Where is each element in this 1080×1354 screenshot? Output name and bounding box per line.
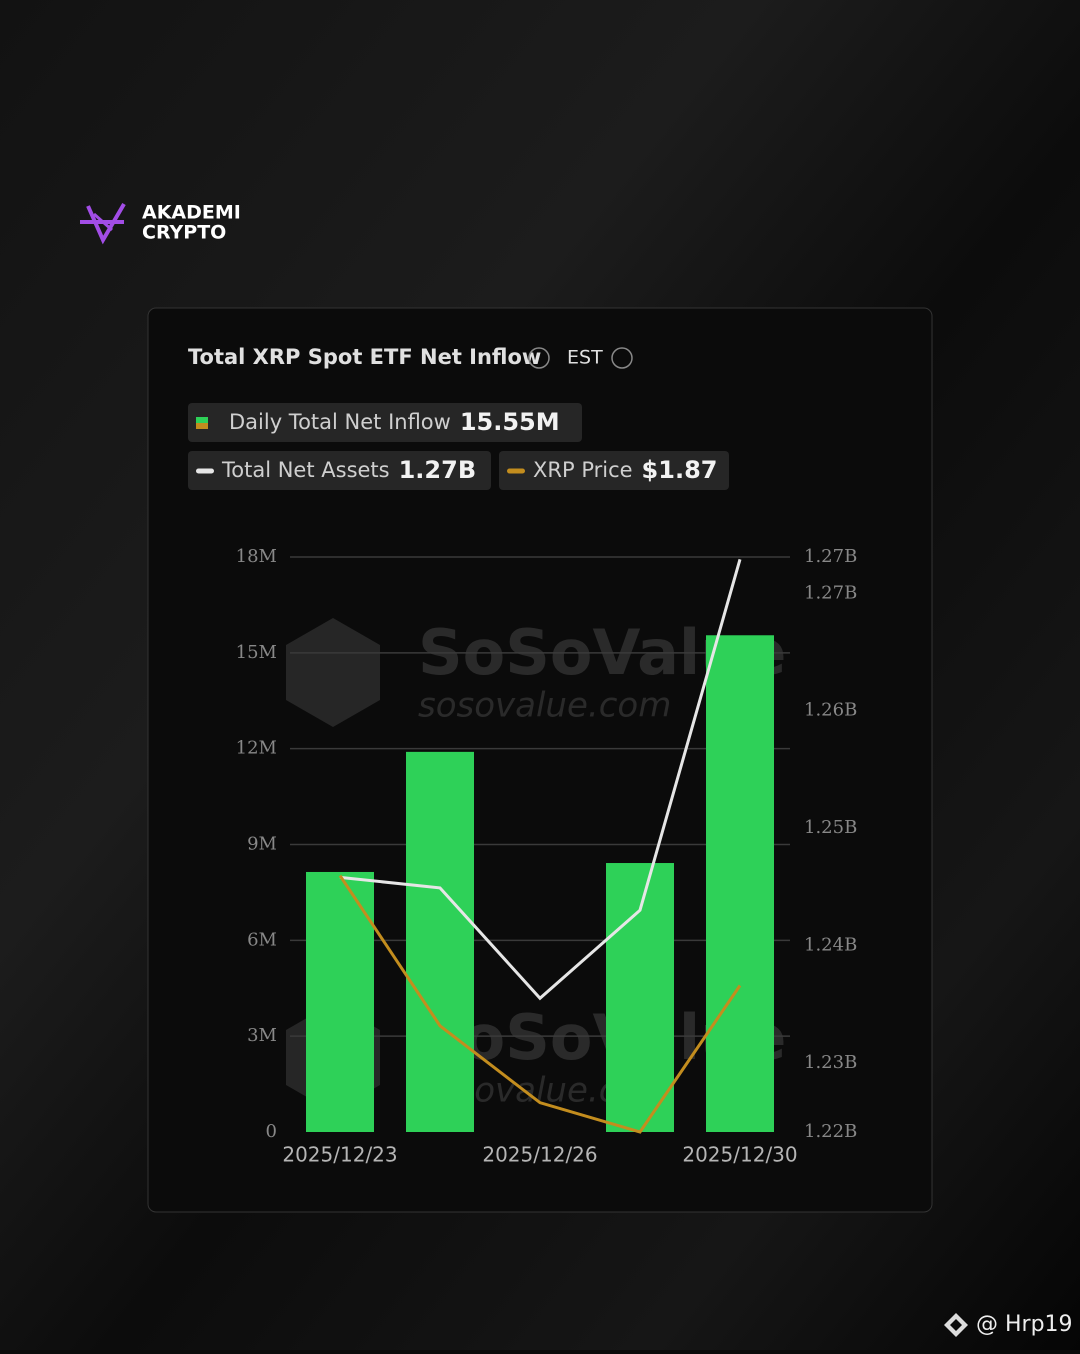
plot: 0 3M 6M 9M 12M 15M 18M 1.22B 1.23B 1.24B 1.25B 1.26… xyxy=(236,546,858,1167)
bar xyxy=(306,871,374,1132)
y2-tick-label: 1.27B xyxy=(804,582,857,603)
legend-value: 1.27B xyxy=(399,456,477,484)
timezone: EST xyxy=(567,347,603,369)
legend-swatch xyxy=(196,468,214,474)
x-tick-label: 2025/12/23 xyxy=(282,1143,397,1167)
brand-logo xyxy=(80,202,126,245)
y2-tick-label: 1.23B xyxy=(804,1052,857,1073)
y2-tick-label: 1.25B xyxy=(804,817,857,838)
legend-label: Total Net Assets xyxy=(221,458,390,482)
legend-box xyxy=(188,451,491,490)
y2-tick-label: 1.27B xyxy=(804,546,857,567)
legend: Daily Total Net Inflow 15.55M Total Net As… xyxy=(188,403,729,490)
line xyxy=(338,874,742,1134)
info-icon[interactable] xyxy=(611,347,633,369)
y-tick-label: 3M xyxy=(247,1025,277,1046)
line xyxy=(339,558,742,1001)
bar xyxy=(406,751,474,1132)
y-tick-label: 0 xyxy=(266,1121,277,1142)
footer-icon xyxy=(944,1313,968,1337)
y-tick-label: 18M xyxy=(236,546,277,567)
legend-value: 15.55M xyxy=(460,408,560,436)
legend-swatch xyxy=(507,468,525,474)
brand-name: AKADEMI xyxy=(142,202,241,224)
legend-value: $1.87 xyxy=(642,456,718,484)
bar xyxy=(606,863,674,1132)
x-tick-label: 2025/12/26 xyxy=(482,1143,597,1167)
footer-handle: @ Hrp19 xyxy=(976,1312,1073,1337)
brand-name: CRYPTO xyxy=(142,222,226,244)
x-tick-label: 2025/12/30 xyxy=(682,1143,797,1167)
legend-label: XRP Price xyxy=(533,458,633,482)
legend-box xyxy=(188,403,582,442)
y2-tick-label: 1.24B xyxy=(804,934,857,955)
y2-tick-label: 1.22B xyxy=(804,1121,857,1142)
legend-label: Daily Total Net Inflow xyxy=(229,410,451,434)
y-tick-label: 9M xyxy=(247,834,277,855)
chart-title: Total XRP Spot ETF Net Inflow xyxy=(188,345,541,369)
legend-swatch xyxy=(196,423,208,429)
y2-tick-label: 1.26B xyxy=(804,700,857,721)
info-icon[interactable] xyxy=(528,347,550,369)
y-tick-label: 15M xyxy=(236,642,277,663)
y-tick-label: 12M xyxy=(236,738,277,759)
y-tick-label: 6M xyxy=(247,929,277,950)
legend-box xyxy=(499,451,729,490)
bar xyxy=(706,635,774,1132)
watermark-url: sosovalue.com xyxy=(418,686,671,726)
